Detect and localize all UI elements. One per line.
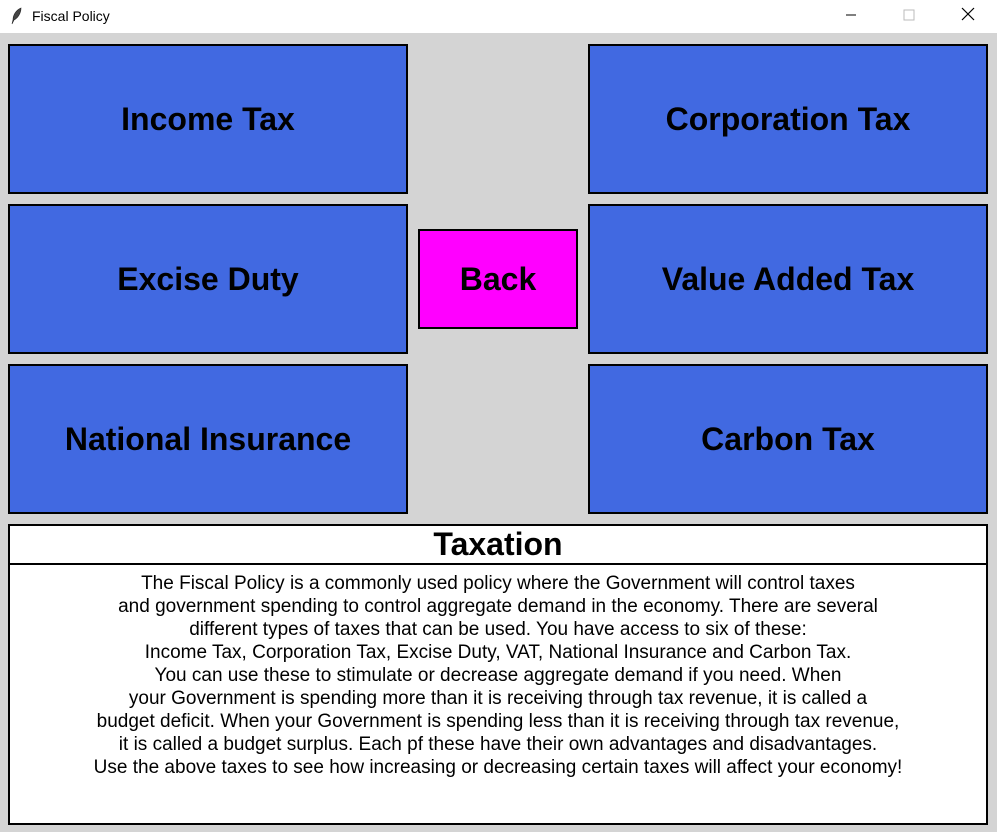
info-line: The Fiscal Policy is a commonly used pol…	[141, 573, 855, 594]
close-icon	[961, 7, 975, 26]
income-tax-button[interactable]: Income Tax	[8, 44, 408, 194]
info-text: The Fiscal Policy is a commonly used pol…	[10, 565, 986, 779]
carbon-tax-label: Carbon Tax	[701, 420, 875, 457]
info-title: Taxation	[10, 526, 986, 565]
maximize-icon	[903, 8, 915, 26]
corporation-tax-label: Corporation Tax	[665, 100, 911, 137]
income-tax-label: Income Tax	[121, 100, 295, 137]
excise-duty-label: Excise Duty	[117, 260, 299, 297]
minimize-button[interactable]	[822, 0, 880, 33]
info-line: different types of taxes that can be use…	[189, 619, 807, 640]
info-line: Use the above taxes to see how increasin…	[93, 757, 903, 778]
close-button[interactable]	[939, 0, 997, 33]
back-button[interactable]: Back	[418, 229, 578, 329]
taxation-info-panel: Taxation The Fiscal Policy is a commonly…	[8, 524, 988, 825]
national-insurance-button[interactable]: National Insurance	[8, 364, 408, 514]
info-line: budget deficit. When your Government is …	[96, 711, 900, 732]
national-insurance-label: National Insurance	[64, 420, 352, 457]
info-line: your Government is spending more than it…	[128, 688, 868, 709]
value-added-tax-label: Value Added Tax	[661, 260, 915, 297]
excise-duty-button[interactable]: Excise Duty	[8, 204, 408, 354]
info-line: You can use these to stimulate or decrea…	[154, 665, 842, 686]
corporation-tax-button[interactable]: Corporation Tax	[588, 44, 988, 194]
minimize-icon	[845, 8, 857, 26]
window-title: Fiscal Policy	[32, 8, 110, 24]
info-line: it is called a budget surplus. Each pf t…	[118, 734, 878, 755]
maximize-button[interactable]	[880, 0, 938, 33]
carbon-tax-button[interactable]: Carbon Tax	[588, 364, 988, 514]
back-label: Back	[459, 260, 537, 297]
feather-icon	[10, 7, 24, 25]
info-line: and government spending to control aggre…	[118, 596, 878, 617]
info-line: Income Tax, Corporation Tax, Excise Duty…	[144, 642, 852, 663]
value-added-tax-button[interactable]: Value Added Tax	[588, 204, 988, 354]
title-bar: Fiscal Policy	[0, 0, 997, 33]
